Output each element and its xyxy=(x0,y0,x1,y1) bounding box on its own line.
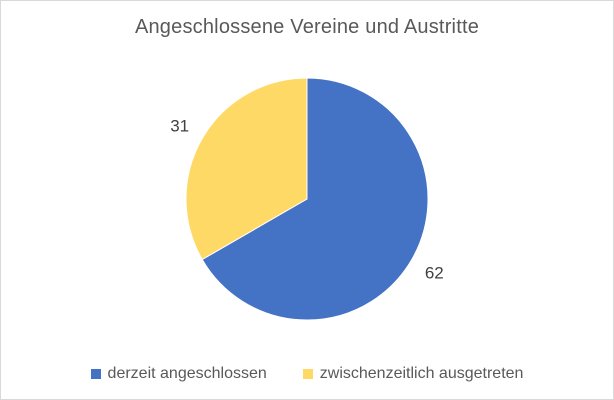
legend-swatch-yellow xyxy=(302,369,313,379)
legend-label: derzeit angeschlossen xyxy=(107,365,267,382)
legend-item-derzeit-angeschlossen: derzeit angeschlossen xyxy=(90,365,267,383)
chart-title: Angeschlossene Vereine und Austritte xyxy=(134,16,480,38)
legend-label: zwischenzeitlich ausgetreten xyxy=(319,365,524,382)
legend-item-zwischenzeitlich-ausgetreten: zwischenzeitlich ausgetreten xyxy=(302,365,524,383)
legend: derzeit angeschlossen zwischenzeitlich a… xyxy=(0,363,614,385)
pie-slice-zwischenzeitlich-ausgetreten xyxy=(185,77,308,261)
pie-slice-derzeit-angeschlossen xyxy=(201,77,429,321)
data-label-zwischenzeitlich-ausgetreten: 31 xyxy=(170,117,189,136)
data-label-derzeit-angeschlossen: 62 xyxy=(425,264,444,283)
legend-swatch-blue xyxy=(90,369,101,379)
